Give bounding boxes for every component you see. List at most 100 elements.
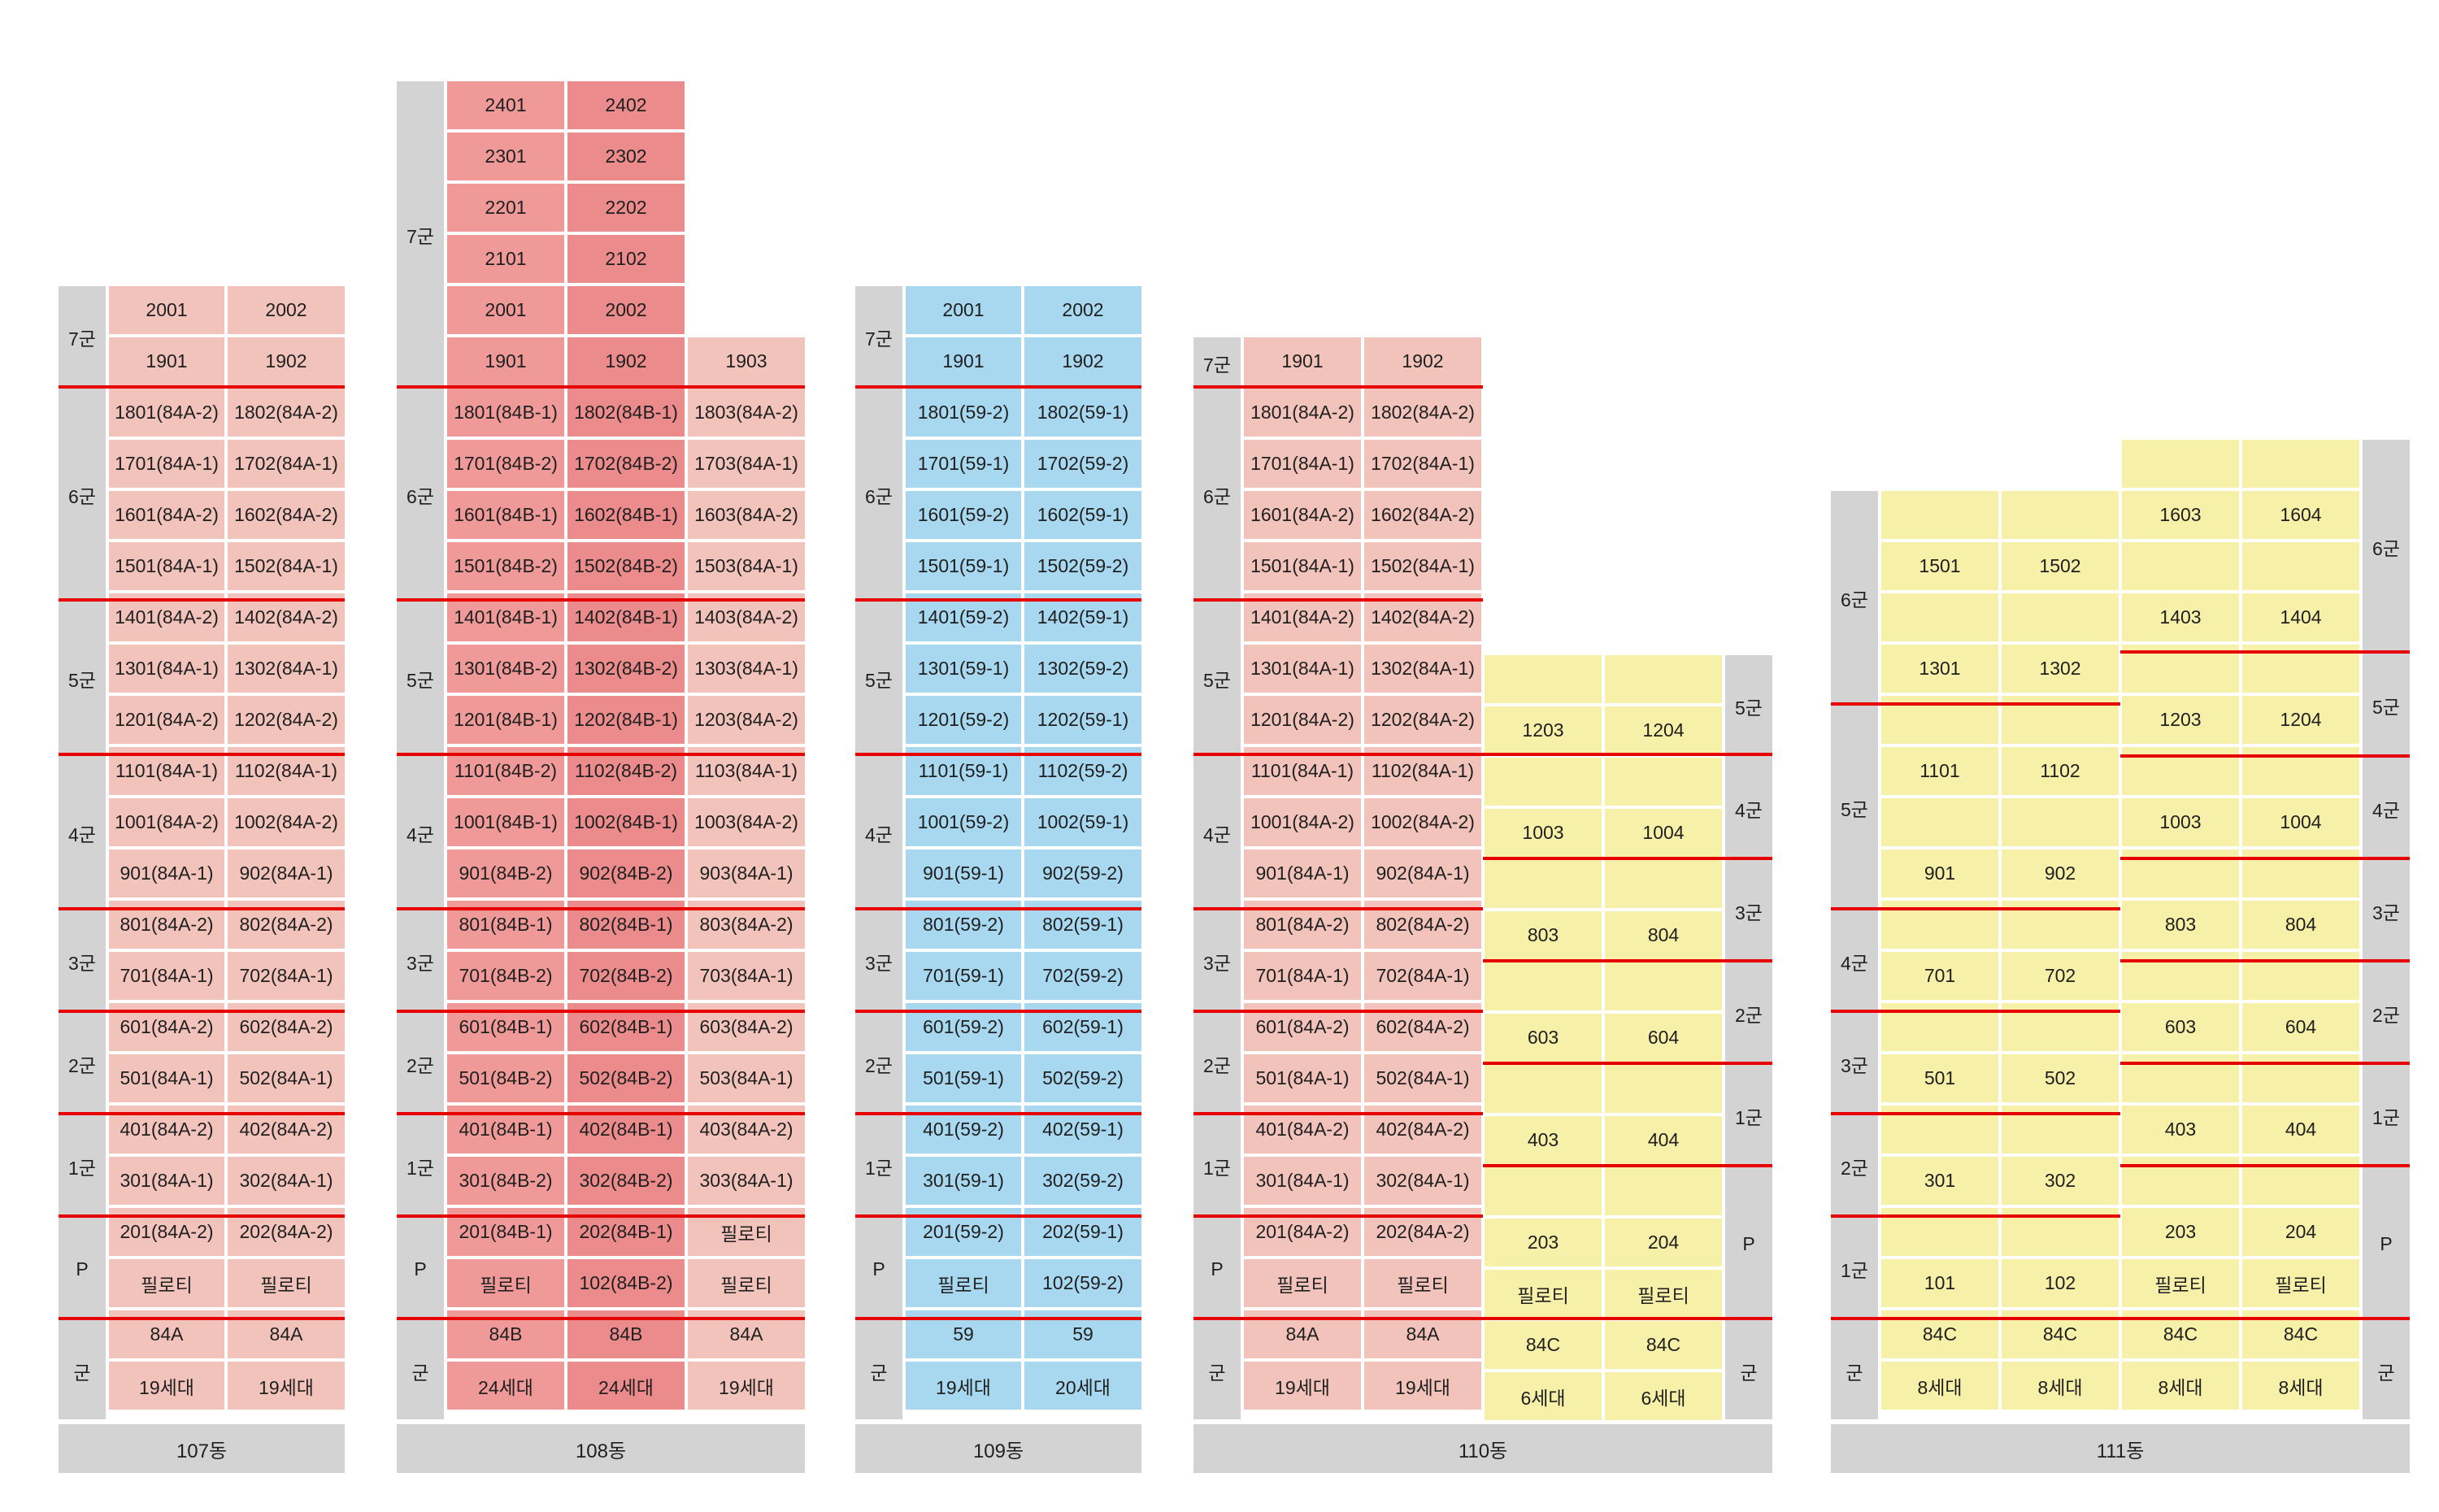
unit-cell: 702(84A-1) (228, 952, 345, 1000)
unit-cell: 1702(84A-1) (228, 440, 345, 488)
unit-cell: 19세대 (1364, 1362, 1481, 1410)
building-label: 107동 (59, 1424, 345, 1473)
group-label: 군 (1846, 1362, 1863, 1384)
unit-cell: 702(59-2) (1024, 952, 1141, 1000)
unit-cell: 203 (1485, 1219, 1602, 1267)
unit-cell: 24세대 (567, 1362, 685, 1410)
unit-cell (1485, 655, 1602, 703)
group-label: P (2380, 1232, 2393, 1254)
unit-cell (2002, 491, 2119, 539)
group-divider (1193, 907, 1483, 910)
group-divider (855, 1214, 1141, 1218)
unit-cell: 404 (2242, 1106, 2359, 1154)
group-label: 3군 (1841, 1055, 1868, 1076)
group-divider (59, 1010, 345, 1013)
group-divider (855, 907, 1141, 910)
unit-cell: 501(84A-1) (1244, 1054, 1361, 1102)
unit-cell (1605, 758, 1722, 806)
unit-cell: 301(84B-2) (447, 1157, 564, 1205)
unit-cell: 101 (1881, 1259, 1998, 1307)
unit-cell: 필로티 (1364, 1259, 1481, 1307)
unit-cell: 1403 (2122, 593, 2239, 641)
unit-cell: 902 (2002, 849, 2119, 897)
unit-cell: 19세대 (109, 1362, 224, 1410)
unit-cell: 301(84A-1) (109, 1157, 224, 1205)
unit-cell: 1901 (906, 337, 1021, 385)
left-group-band (397, 81, 444, 1419)
unit-cell: 1203(84A-2) (688, 696, 805, 744)
left-group-band (1193, 337, 1241, 1419)
unit-cell (2002, 798, 2119, 846)
group-divider (1831, 702, 2120, 706)
unit-cell (1485, 860, 1602, 908)
unit-cell: 1901 (109, 337, 224, 385)
unit-cell: 1202(84A-2) (1364, 696, 1481, 744)
unit-cell: 1601(84A-2) (109, 491, 224, 539)
unit-cell: 301 (1881, 1157, 1998, 1205)
unit-cell: 502(84A-1) (228, 1054, 345, 1102)
group-label: 6군 (865, 486, 893, 507)
unit-cell: 2202 (567, 184, 685, 232)
unit-cell: 1002(84A-2) (228, 798, 345, 846)
unit-cell: 1501(84A-1) (1244, 542, 1361, 590)
group-label: 7군 (68, 328, 96, 350)
group-divider (855, 1317, 1141, 1320)
unit-cell: 1301(84A-1) (109, 645, 224, 693)
group-label: 6군 (68, 486, 96, 507)
unit-cell: 901(84A-1) (1244, 849, 1361, 897)
group-label: P (872, 1258, 885, 1280)
unit-cell: 필로티 (1485, 1270, 1602, 1318)
unit-cell: 804 (2242, 901, 2359, 949)
group-divider (1193, 753, 1772, 756)
unit-cell: 1202(84B-1) (567, 696, 685, 744)
group-divider (397, 1214, 805, 1218)
unit-cell: 19세대 (906, 1362, 1021, 1410)
unit-cell: 1602(84B-1) (567, 491, 685, 539)
unit-cell: 501 (1881, 1054, 1998, 1102)
unit-cell: 1603(84A-2) (688, 491, 805, 539)
group-divider (397, 385, 805, 389)
unit-cell: 1702(84A-1) (1364, 440, 1481, 488)
unit-cell: 1302(84B-2) (567, 645, 685, 693)
unit-cell: 1801(84A-2) (109, 389, 224, 437)
unit-cell: 1301 (1881, 645, 1998, 693)
group-divider (1193, 1112, 1483, 1115)
unit-cell: 302(84A-1) (1364, 1157, 1481, 1205)
group-label: 1군 (68, 1158, 96, 1179)
group-label: 2군 (1203, 1055, 1231, 1076)
unit-cell: 1003 (1485, 809, 1602, 857)
unit-cell: 1002(84A-2) (1364, 798, 1481, 846)
unit-cell (1485, 758, 1602, 806)
unit-cell: 1602(84A-2) (228, 491, 345, 539)
group-divider (1193, 1010, 1483, 1013)
group-label: 7군 (865, 328, 893, 350)
unit-cell: 1004 (1605, 809, 1722, 857)
unit-cell: 901(84B-2) (447, 849, 564, 897)
unit-cell (1605, 860, 1722, 908)
right-group-band (1725, 655, 1772, 1419)
unit-cell: 1503(84A-1) (688, 542, 805, 590)
group-label: 1군 (406, 1158, 434, 1179)
group-label: 2군 (865, 1055, 893, 1076)
group-label: 7군 (1203, 354, 1231, 376)
unit-cell: 701(59-1) (906, 952, 1021, 1000)
unit-cell: 1501(59-1) (906, 542, 1021, 590)
unit-cell: 1802(84A-2) (1364, 389, 1481, 437)
group-divider (2120, 1164, 2410, 1167)
unit-cell: 2102 (567, 235, 685, 283)
unit-cell (1485, 962, 1602, 1010)
unit-cell: 1902 (1024, 337, 1141, 385)
group-label: 5군 (1841, 799, 1868, 820)
unit-cell: 204 (1605, 1219, 1722, 1267)
unit-cell: 1101 (1881, 747, 1998, 795)
unit-cell: 필로티 (2122, 1259, 2239, 1307)
group-divider (1193, 1214, 1483, 1218)
group-label: 6군 (1841, 589, 1868, 610)
unit-cell: 502(84A-1) (1364, 1054, 1481, 1102)
unit-cell: 1702(59-2) (1024, 440, 1141, 488)
unit-cell: 501(59-1) (906, 1054, 1021, 1102)
unit-cell: 6세대 (1485, 1372, 1602, 1420)
unit-cell: 1801(84A-2) (1244, 389, 1361, 437)
unit-cell: 901(59-1) (906, 849, 1021, 897)
